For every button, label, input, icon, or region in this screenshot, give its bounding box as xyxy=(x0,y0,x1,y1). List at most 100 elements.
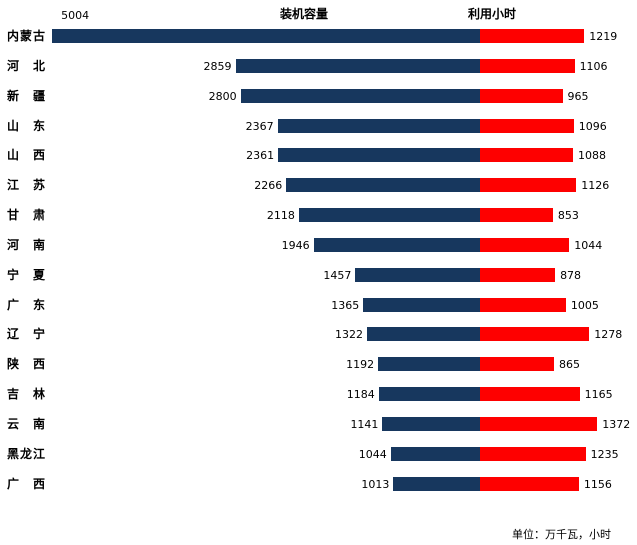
hours-bar xyxy=(480,297,566,312)
category-char: 南 xyxy=(32,237,45,252)
hours-bar xyxy=(480,357,554,372)
plot-area: 1365 1005 xyxy=(46,290,637,320)
hours-value: 965 xyxy=(567,89,589,103)
chart-rows: 内蒙古 5004 1219 河北 2859 1106 新疆 2800 965 山东 2367 1096… xyxy=(0,9,637,499)
category-char: 河 xyxy=(7,237,20,252)
plot-area: 2367 1096 xyxy=(46,111,637,141)
plot-area: 1184 1165 xyxy=(46,379,637,409)
hours-value: 1156 xyxy=(583,477,612,491)
category-label: 吉林 xyxy=(7,387,45,401)
category-label: 新疆 xyxy=(7,89,45,103)
category-char: 河 xyxy=(7,58,20,73)
category-label: 内蒙古 xyxy=(7,29,45,43)
plot-area: 2266 1126 xyxy=(46,170,637,200)
hours-bar xyxy=(480,88,563,103)
category-char: 南 xyxy=(32,416,45,431)
capacity-bar xyxy=(277,118,480,133)
chart-row: 宁夏 1457 878 xyxy=(0,260,637,290)
plot-area: 2361 1088 xyxy=(46,140,637,170)
hours-value: 1235 xyxy=(590,447,619,461)
hours-bar xyxy=(480,267,556,282)
capacity-value: 1457 xyxy=(323,268,352,282)
capacity-value: 2367 xyxy=(245,119,274,133)
hours-value: 1126 xyxy=(581,179,610,193)
plot-area: 1044 1235 xyxy=(46,439,637,469)
chart-row: 甘肃 2118 853 xyxy=(0,200,637,230)
hours-value: 878 xyxy=(560,268,582,282)
hours-bar xyxy=(480,416,598,431)
capacity-bar xyxy=(235,58,480,73)
plot-area: 1141 1372 xyxy=(46,409,637,439)
capacity-bar xyxy=(378,387,480,402)
hours-bar xyxy=(480,476,579,491)
category-char: 内 xyxy=(7,29,20,43)
chart-row: 内蒙古 5004 1219 xyxy=(0,9,637,51)
capacity-bar xyxy=(240,88,480,103)
hours-bar xyxy=(480,446,586,461)
hours-bar xyxy=(480,178,577,193)
hours-value: 1096 xyxy=(578,119,607,133)
plot-area: 1457 878 xyxy=(46,260,637,290)
chart-row: 江苏 2266 1126 xyxy=(0,170,637,200)
hours-bar xyxy=(480,208,553,223)
capacity-value: 1044 xyxy=(358,447,387,461)
capacity-bar xyxy=(313,237,480,252)
chart-row: 吉林 1184 1165 xyxy=(0,379,637,409)
category-char: 肃 xyxy=(32,208,45,223)
category-char: 林 xyxy=(32,387,45,402)
category-label: 山东 xyxy=(7,119,45,133)
capacity-bar xyxy=(363,297,480,312)
chart-row: 新疆 2800 965 xyxy=(0,81,637,111)
hours-value: 1278 xyxy=(594,328,623,342)
category-char: 山 xyxy=(7,148,20,163)
category-char: 云 xyxy=(7,416,20,431)
capacity-bar xyxy=(390,446,480,461)
chart-row: 山东 2367 1096 xyxy=(0,111,637,141)
chart-row: 山西 2361 1088 xyxy=(0,140,637,170)
chart-row: 河南 1946 1044 xyxy=(0,230,637,260)
capacity-value: 1322 xyxy=(334,328,363,342)
capacity-bar xyxy=(298,208,480,223)
category-char: 甘 xyxy=(7,208,20,223)
unit-note: 单位：万千瓦，小时 xyxy=(512,528,611,541)
hours-value: 1005 xyxy=(570,298,599,312)
capacity-value: 2859 xyxy=(203,59,232,73)
chart-row: 广东 1365 1005 xyxy=(0,290,637,320)
category-label: 江苏 xyxy=(7,178,45,192)
category-char: 夏 xyxy=(32,267,45,282)
plot-area: 1013 1156 xyxy=(46,469,637,499)
capacity-bar xyxy=(382,416,480,431)
capacity-value: 2361 xyxy=(246,149,275,163)
chart-row: 黑龙江 1044 1235 xyxy=(0,439,637,469)
capacity-bar xyxy=(393,476,480,491)
right-series-header: 利用小时 xyxy=(468,7,517,21)
hours-value: 1372 xyxy=(602,417,631,431)
category-char: 江 xyxy=(7,178,20,193)
category-char: 吉 xyxy=(7,387,20,402)
hours-value: 853 xyxy=(557,209,579,223)
category-char: 苏 xyxy=(32,178,45,193)
category-label: 辽宁 xyxy=(7,327,45,341)
category-label: 宁夏 xyxy=(7,268,45,282)
chart-row: 云南 1141 1372 xyxy=(0,409,637,439)
hours-value: 1165 xyxy=(584,388,613,402)
capacity-value: 1013 xyxy=(361,477,390,491)
plot-area: 2859 1106 xyxy=(46,51,637,81)
category-label: 黑龙江 xyxy=(7,447,45,461)
capacity-bar xyxy=(52,29,480,43)
category-label: 甘肃 xyxy=(7,208,45,222)
plot-area: 2118 853 xyxy=(46,200,637,230)
capacity-bar xyxy=(366,327,480,342)
hours-value: 1088 xyxy=(578,149,607,163)
category-char: 黑 xyxy=(7,446,20,461)
hours-value: 865 xyxy=(558,358,580,372)
hours-value: 1106 xyxy=(579,59,608,73)
capacity-value: 5004 xyxy=(61,9,90,22)
capacity-value: 2800 xyxy=(208,89,237,103)
plot-area: 2800 965 xyxy=(46,81,637,111)
capacity-value: 2266 xyxy=(254,179,283,193)
category-char: 蒙 xyxy=(19,29,32,43)
category-char: 疆 xyxy=(32,88,45,103)
category-label: 陕西 xyxy=(7,357,45,371)
capacity-value: 1141 xyxy=(350,417,379,431)
